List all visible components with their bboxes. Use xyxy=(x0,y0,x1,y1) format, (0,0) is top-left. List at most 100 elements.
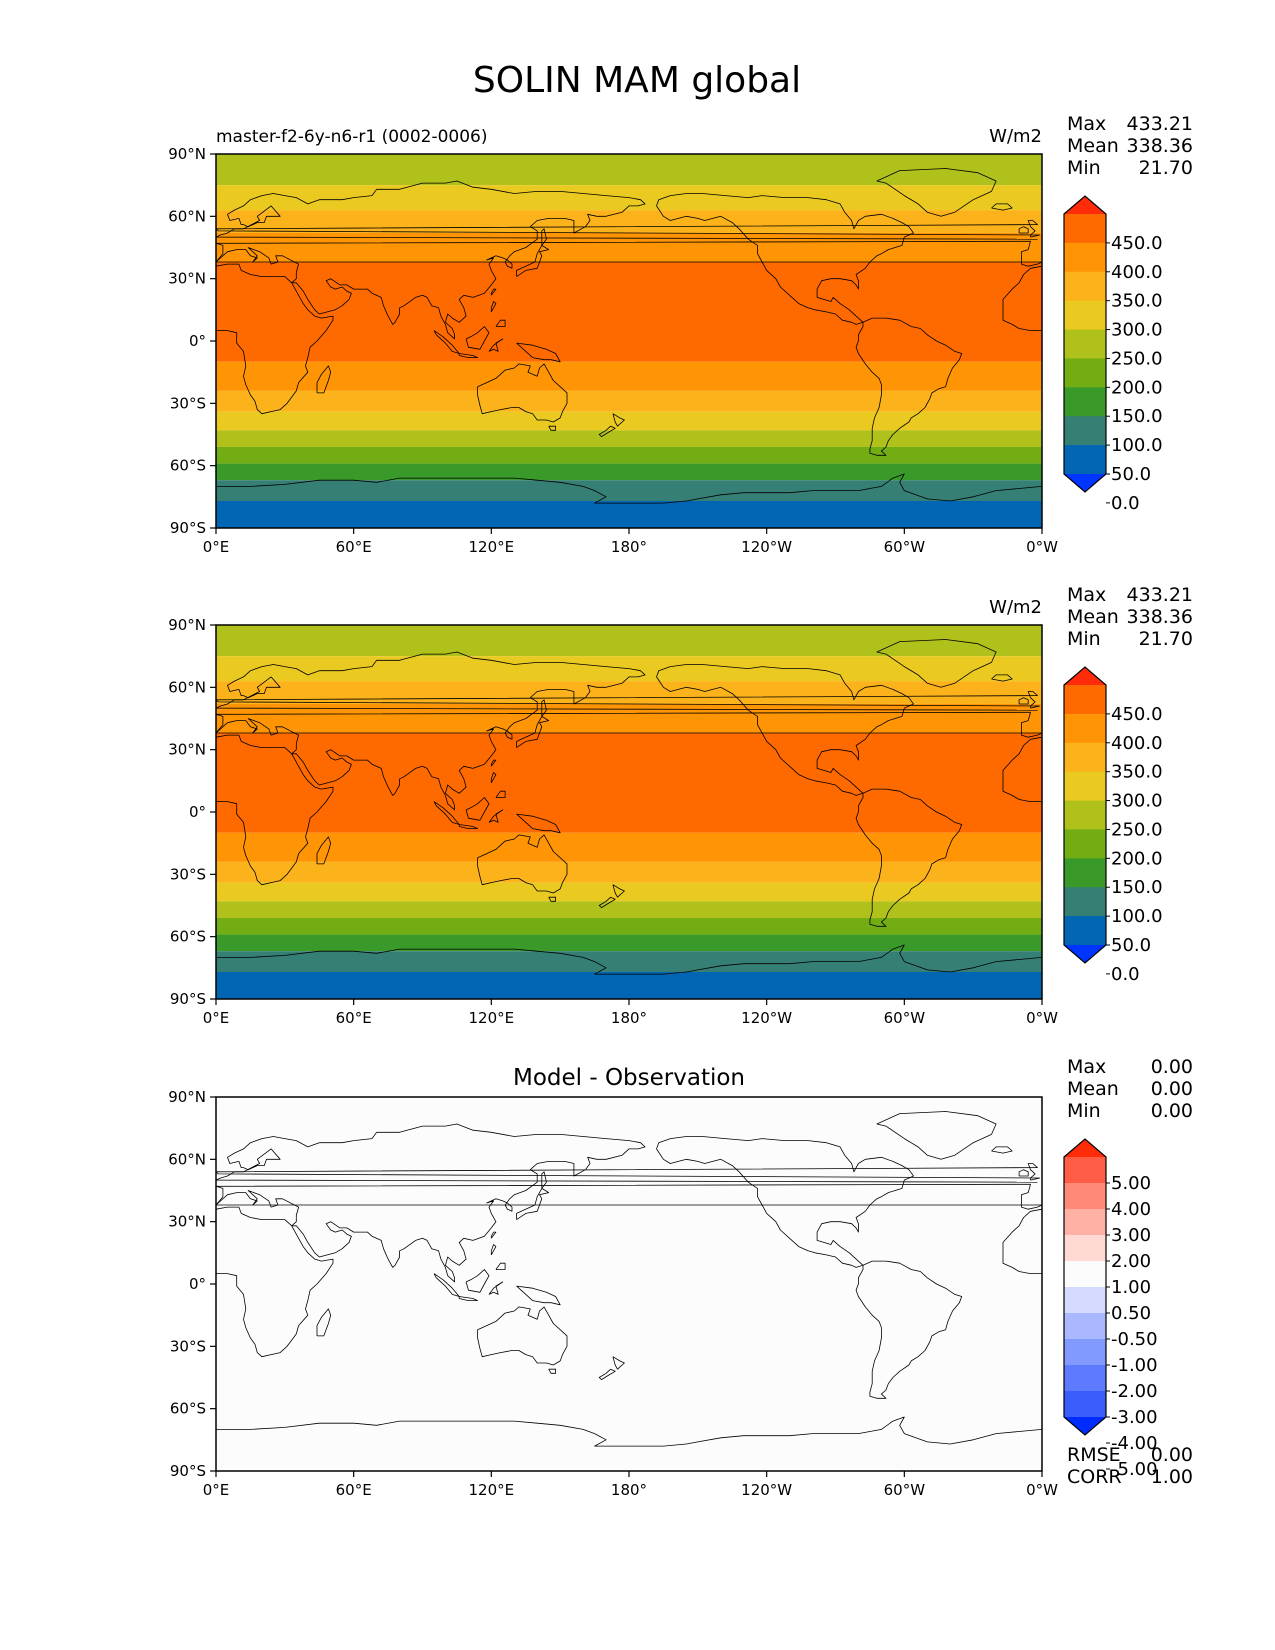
x-tick-label: 60°E xyxy=(336,1009,372,1027)
stat-value-min: 0.00 xyxy=(1151,1100,1193,1122)
coastline-21 xyxy=(458,353,478,358)
colorbar-segment-5 xyxy=(1064,1287,1106,1314)
y-tick-label: 0° xyxy=(189,332,206,350)
colorbar-segment-7 xyxy=(1064,1339,1106,1366)
coastline-19 xyxy=(465,797,490,821)
coastline-19 xyxy=(465,1269,490,1293)
stat-value-max: 433.21 xyxy=(1127,584,1193,606)
coastline-18 xyxy=(495,319,506,327)
colorbar-segment-4 xyxy=(1064,800,1106,830)
colorbar-segment-6 xyxy=(1064,387,1106,417)
colorbar-label: -5.00 xyxy=(1111,1459,1158,1480)
coastline-17 xyxy=(490,301,497,313)
panel-left-title: master-f2-6y-n6-r1 (0002-0006) xyxy=(216,127,488,147)
stat-value-mean: 338.36 xyxy=(1127,135,1193,157)
coastline-12 xyxy=(1018,697,1029,705)
colorbar: 450.0 400.0 350.0 300.0 250.0 200.0 150.0 100.0… xyxy=(1063,666,1163,985)
coastline-11 xyxy=(215,220,1041,238)
colorbar-segment-8 xyxy=(1064,916,1106,946)
colorbar-label: -1.00 xyxy=(1111,1355,1158,1376)
x-tick-label: 0°W xyxy=(1026,1481,1058,1499)
coastline-15 xyxy=(541,228,547,246)
coastline-6 xyxy=(316,1308,332,1337)
colorbar-label: 1.00 xyxy=(1111,1277,1151,1298)
x-tick-label: 0°E xyxy=(203,538,230,556)
latitude-band-6 xyxy=(216,861,1042,883)
colorbar-segment-5 xyxy=(1064,829,1106,859)
coastline-13 xyxy=(991,203,1013,211)
colorbar-segment-1 xyxy=(1064,242,1106,273)
colorbar-label: 450.0 xyxy=(1111,233,1163,254)
coastline-17 xyxy=(490,1244,497,1256)
y-tick-label: 30°S xyxy=(170,394,206,412)
coastline-12 xyxy=(1018,226,1029,234)
colorbar-extend-min xyxy=(1064,1417,1106,1435)
coastline-20 xyxy=(433,801,460,825)
stat-value-max: 433.21 xyxy=(1127,113,1193,135)
coastline-14 xyxy=(516,1188,550,1220)
coastline-7 xyxy=(215,240,1043,267)
x-tick-label: 60°W xyxy=(884,1009,926,1027)
colorbar-extend-max xyxy=(1064,1139,1106,1157)
coastline-1 xyxy=(876,1111,997,1160)
colorbar-extend-max xyxy=(1064,196,1106,214)
coastline-23 xyxy=(516,1285,561,1306)
coastline-20 xyxy=(433,1273,460,1297)
x-tick-label: 120°W xyxy=(741,1009,792,1027)
x-tick-label: 120°W xyxy=(741,1481,792,1499)
stat-label-mean: Mean xyxy=(1067,135,1119,157)
latitude-band-4 xyxy=(216,262,1042,362)
coastline-24 xyxy=(477,834,568,894)
colorbar-label: 0.0 xyxy=(1111,493,1140,514)
latitude-band-9 xyxy=(216,446,1042,464)
stat-label-min: Min xyxy=(1067,157,1101,179)
colorbar-label: 0.50 xyxy=(1111,1303,1151,1324)
x-tick-label: 0°W xyxy=(1026,1009,1058,1027)
colorbar-label: 200.0 xyxy=(1111,848,1163,869)
x-tick-label: 60°W xyxy=(884,1481,926,1499)
y-tick-label: 30°N xyxy=(168,270,206,288)
coastline-28 xyxy=(216,944,1043,975)
x-tick-label: 120°E xyxy=(469,1481,515,1499)
colorbar-label: -0.50 xyxy=(1111,1329,1158,1350)
colorbar-segment-0 xyxy=(1064,685,1106,715)
y-tick-label: 90°N xyxy=(168,145,206,163)
colorbar-segment-6 xyxy=(1064,858,1106,888)
colorbar-segment-1 xyxy=(1064,1183,1106,1210)
stat-label-min: Min xyxy=(1067,628,1101,650)
stat-value-min: 21.70 xyxy=(1139,628,1193,650)
map-panel-observation: 0°E 60°E 120°E 180° 120°W 60°W 0°W 90°N 60°N 30°N… xyxy=(168,584,1193,1027)
colorbar-segment-7 xyxy=(1064,416,1106,446)
y-tick-label: 30°N xyxy=(168,1213,206,1231)
colorbar-label: 100.0 xyxy=(1111,435,1163,456)
colorbar-label: 300.0 xyxy=(1111,320,1163,341)
x-tick-label: 0°E xyxy=(203,1009,230,1027)
latitude-band-8 xyxy=(216,901,1042,918)
colorbar-segment-0 xyxy=(1064,1157,1106,1184)
coastline-11 xyxy=(215,691,1041,709)
panel-center-title: Model - Observation xyxy=(513,1065,745,1091)
coastline-3 xyxy=(1002,1208,1043,1253)
colorbar-segment-3 xyxy=(1064,771,1106,802)
latitude-band-9 xyxy=(216,917,1042,935)
y-tick-label: 30°S xyxy=(170,1337,206,1355)
coastline-19 xyxy=(465,326,490,350)
y-tick-label: 90°N xyxy=(168,616,206,634)
coastline-21 xyxy=(458,824,478,829)
colorbar-segment-3 xyxy=(1064,1235,1106,1262)
map-panel-difference: 0°E 60°E 120°E 180° 120°W 60°W 0°W 90°N 60°N 30°N… xyxy=(168,1056,1193,1499)
colorbar-label: 300.0 xyxy=(1111,791,1163,812)
colorbar-label: 400.0 xyxy=(1111,262,1163,283)
latitude-band-8 xyxy=(216,430,1042,447)
panel-units: W/m2 xyxy=(989,126,1042,147)
colorbar-label: 200.0 xyxy=(1111,377,1163,398)
coastline-18 xyxy=(495,1262,506,1270)
coastline-25 xyxy=(548,896,556,902)
coastline-9 xyxy=(215,180,646,340)
coastline-4 xyxy=(215,263,334,415)
stat-label-mean: Mean xyxy=(1067,606,1119,628)
latitude-band-10 xyxy=(216,934,1042,952)
coastline-26 xyxy=(612,884,625,898)
x-tick-label: 180° xyxy=(611,538,647,556)
